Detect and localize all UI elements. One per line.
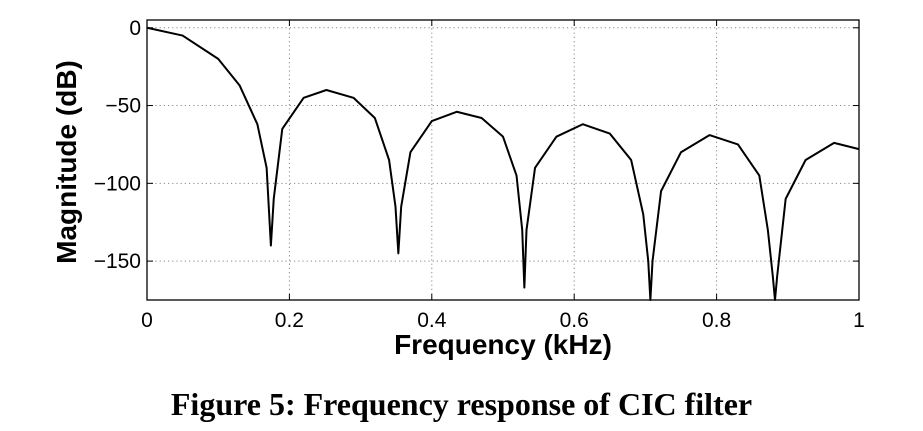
grid-lines [147,20,859,300]
y-tick-label-1: −50 [105,95,141,118]
figure-caption: Figure 5: Frequency response of CIC filt… [170,386,753,422]
plot-axes [146,19,860,301]
x-tick-label-2: 0.4 [417,309,447,332]
y-tick-label-0: 0 [129,17,141,40]
y-axis-label: Magnitude (dB) [51,60,82,264]
x-tick-label-3: 0.6 [560,309,589,332]
y-tick-label-2: −100 [94,172,141,195]
y-tick-label-3: −150 [94,250,141,273]
frequency-response-chart: 0 0.2 0.4 0.6 0.8 1 0 −50 −100 −150 Frequency (kH… [51,17,865,360]
x-tick-label-5: 1 [853,309,865,332]
x-axis-label: Frequency (kHz) [394,329,612,360]
tick-labels: 0 0.2 0.4 0.6 0.8 1 0 −50 −100 −150 [94,17,865,332]
series-line-0 [146,26,860,301]
plot-frame [146,19,860,301]
x-tick-label-1: 0.2 [275,309,304,332]
x-tick-label-0: 0 [141,309,153,332]
x-tick-label-4: 0.8 [702,309,731,332]
series-layer [146,26,860,301]
